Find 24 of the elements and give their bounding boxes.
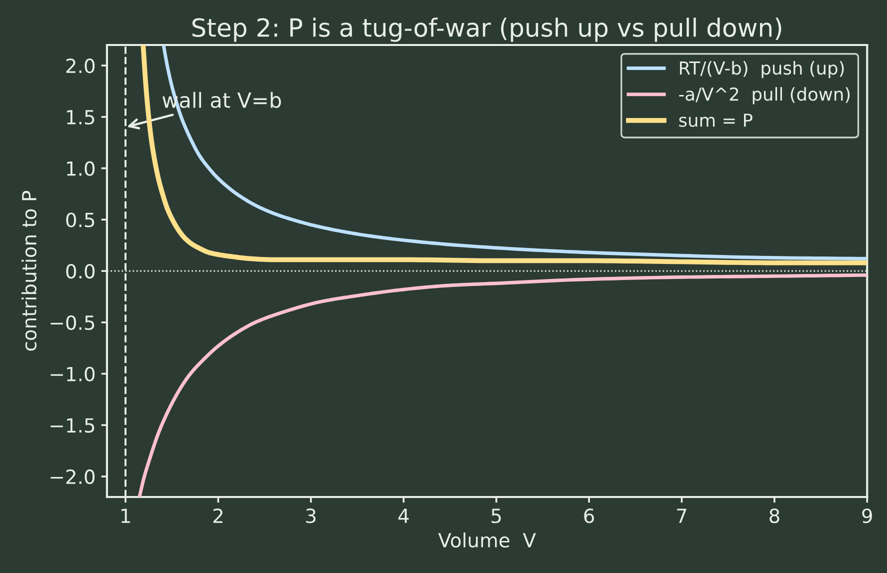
y-tick-label: 0.0 bbox=[66, 264, 95, 279]
y-tick-label: −0.5 bbox=[50, 315, 94, 330]
y-axis-title: contribution to P bbox=[21, 190, 37, 351]
x-axis-title: Volume V bbox=[438, 532, 536, 548]
y-tick-label: 0.5 bbox=[66, 212, 94, 228]
y-tick-label: −1.0 bbox=[50, 366, 95, 382]
x-tick-label: 7 bbox=[677, 508, 686, 523]
y-tick-label: 1.5 bbox=[67, 110, 94, 125]
y-tick-label: 2.0 bbox=[66, 58, 95, 74]
legend-label: RT/(V-b) push (up) bbox=[680, 60, 844, 78]
legend-label: sum = P bbox=[679, 114, 752, 127]
y-tick-label: 1.0 bbox=[67, 161, 95, 176]
x-tick-label: 2 bbox=[213, 508, 222, 523]
chart-title: Step 2: P is a tug-of-war (push up vs pull down) bbox=[192, 18, 782, 42]
x-tick-label: 5 bbox=[492, 508, 501, 524]
x-tick-label: 3 bbox=[306, 508, 316, 524]
legend-label: -a/V^2 pull (down) bbox=[679, 87, 850, 104]
x-tick-label: 4 bbox=[398, 508, 409, 523]
x-tick-label: 9 bbox=[862, 508, 872, 524]
x-tick-label: 6 bbox=[584, 508, 594, 524]
y-tick-label: −1.5 bbox=[50, 418, 94, 433]
x-tick-label: 8 bbox=[770, 508, 780, 524]
x-tick-label: 1 bbox=[121, 508, 130, 523]
y-tick-label: −2.0 bbox=[50, 469, 95, 484]
